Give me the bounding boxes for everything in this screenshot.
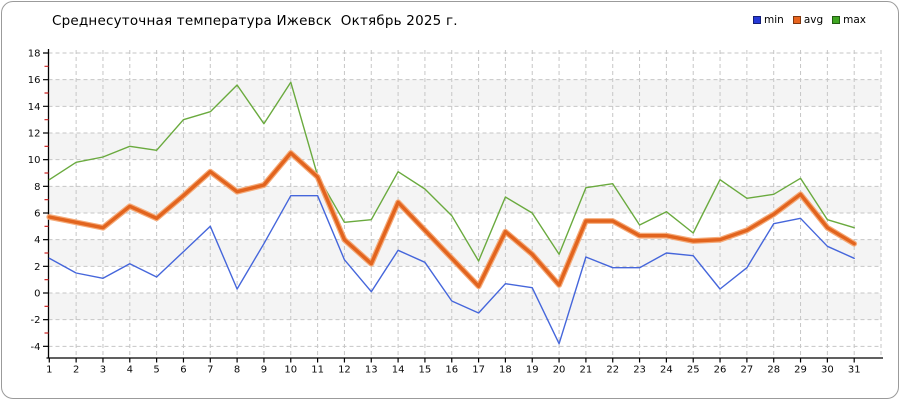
plot-bands xyxy=(48,79,881,320)
y-tick-label: -4 xyxy=(31,342,41,353)
x-tick-label: 14 xyxy=(392,365,405,376)
y-tick-label: 18 xyxy=(28,49,41,60)
x-tick-label: 7 xyxy=(207,365,213,376)
x-tick-label: 18 xyxy=(499,365,512,376)
x-tick-label: 6 xyxy=(180,365,186,376)
x-tick-label: 13 xyxy=(365,365,378,376)
x-tick-label: 20 xyxy=(553,365,566,376)
series-line-avg xyxy=(47,151,856,288)
x-tick-label: 24 xyxy=(660,365,673,376)
legend-label: max xyxy=(843,14,867,26)
x-tick-label: 2 xyxy=(73,365,79,376)
x-axis-ticks-labels: 1 2 3 4 5 6 7 8 9 10 11 12 13 14 15 16 17 18 19 20 21 22 23 24 2… xyxy=(46,358,861,376)
legend-item-min: min xyxy=(753,15,784,26)
x-tick-label: 30 xyxy=(821,365,834,376)
y-tick-label: 4 xyxy=(34,235,40,246)
x-tick-label: 26 xyxy=(714,365,727,376)
x-tick-label: 15 xyxy=(419,365,432,376)
y-tick-label: 12 xyxy=(28,129,41,140)
legend-swatch-avg xyxy=(792,16,801,25)
legend-label: min xyxy=(764,14,784,26)
y-tick-label: 8 xyxy=(34,182,40,193)
y-tick-label: 14 xyxy=(28,102,41,113)
legend-swatch-min xyxy=(753,16,761,25)
x-tick-label: 4 xyxy=(127,365,133,376)
legend: min avg max xyxy=(753,15,866,26)
y-tick-label: 16 xyxy=(28,75,41,86)
legend-item-max: max xyxy=(832,15,866,26)
y-tick-label: 6 xyxy=(34,209,40,220)
x-tick-label: 25 xyxy=(687,365,700,376)
x-tick-label: 21 xyxy=(580,365,593,376)
y-tick-label: 10 xyxy=(28,155,41,166)
series-lines xyxy=(46,81,858,345)
grid-band xyxy=(48,239,881,267)
x-tick-label: 29 xyxy=(794,365,807,376)
chart-title: Среднесуточная температура Ижевск Октябр… xyxy=(52,13,458,29)
x-tick-label: 22 xyxy=(606,365,619,376)
x-tick-label: 11 xyxy=(311,365,324,376)
x-tick-label: 1 xyxy=(46,365,52,376)
x-tick-label: 28 xyxy=(767,365,780,376)
x-tick-label: 5 xyxy=(153,365,159,376)
x-tick-label: 19 xyxy=(526,365,539,376)
y-axis-ticks-labels: 18 16 14 12 10 8 6 4 2 0 -2 -4 xyxy=(28,49,49,353)
x-tick-label: 27 xyxy=(741,365,754,376)
grid-band xyxy=(48,186,881,213)
x-tick-label: 8 xyxy=(234,365,240,376)
y-tick-label: -2 xyxy=(31,315,41,326)
x-tick-label: 17 xyxy=(472,365,485,376)
y-tick-label: 2 xyxy=(34,262,40,273)
x-tick-label: 10 xyxy=(284,365,297,376)
x-tick-label: 23 xyxy=(633,365,646,376)
legend-item-avg: avg xyxy=(792,14,824,26)
legend-swatch-max xyxy=(832,16,841,25)
y-tick-label: 0 xyxy=(34,289,40,300)
legend-label: avg xyxy=(803,14,824,26)
grid-band xyxy=(48,79,881,107)
grid-band xyxy=(48,133,881,160)
x-tick-label: 16 xyxy=(445,365,458,376)
series-line-max xyxy=(48,81,855,262)
series-line-min xyxy=(48,194,855,345)
horizontal-gridlines xyxy=(48,52,881,347)
vertical-gridlines xyxy=(75,50,882,357)
x-tick-label: 31 xyxy=(848,365,861,376)
x-tick-label: 12 xyxy=(338,365,351,376)
x-tick-label: 3 xyxy=(100,365,106,376)
x-tick-label: 9 xyxy=(261,365,267,376)
